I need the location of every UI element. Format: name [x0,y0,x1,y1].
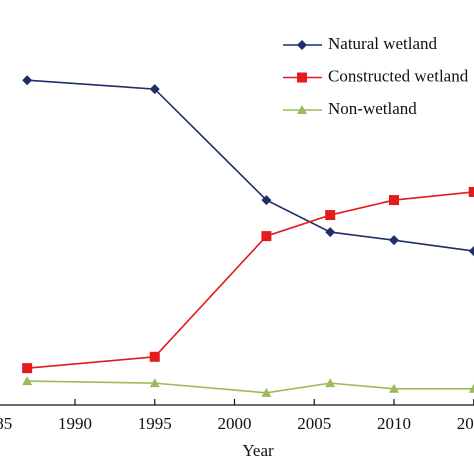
square-marker [389,195,399,206]
x-tick-label: 1985 [0,414,12,433]
legend-label: Constructed wetland [328,66,469,85]
triangle-marker [149,378,160,388]
diamond-marker [389,235,399,246]
square-marker [325,210,336,221]
triangle-marker [468,383,474,393]
legend-label: Non-wetland [328,99,417,118]
square-marker [261,231,272,242]
x-tick-label: 2005 [297,414,331,433]
legend-label: Natural wetland [328,34,438,53]
triangle-marker [22,376,33,386]
x-axis-label: Year [242,441,274,460]
legend-marker [297,40,307,50]
square-marker [149,351,160,362]
x-tick-label: 2015 [457,414,474,433]
x-tick-label: 2000 [218,414,252,433]
triangle-marker [389,383,399,393]
legend-marker [297,105,307,114]
triangle-marker [261,387,272,397]
diamond-marker [22,75,33,86]
legend-marker [297,72,307,83]
diamond-marker [149,84,160,95]
series-line [27,380,474,394]
series-line [27,79,474,252]
square-marker [468,186,474,197]
square-marker [22,363,33,374]
series-line [27,191,474,369]
diamond-marker [261,195,272,206]
triangle-marker [325,378,336,388]
x-tick-label: 2010 [377,414,411,433]
x-tick-label: 1990 [58,414,92,433]
diamond-marker [325,227,336,238]
diamond-marker [468,246,474,257]
x-tick-label: 1995 [138,414,172,433]
